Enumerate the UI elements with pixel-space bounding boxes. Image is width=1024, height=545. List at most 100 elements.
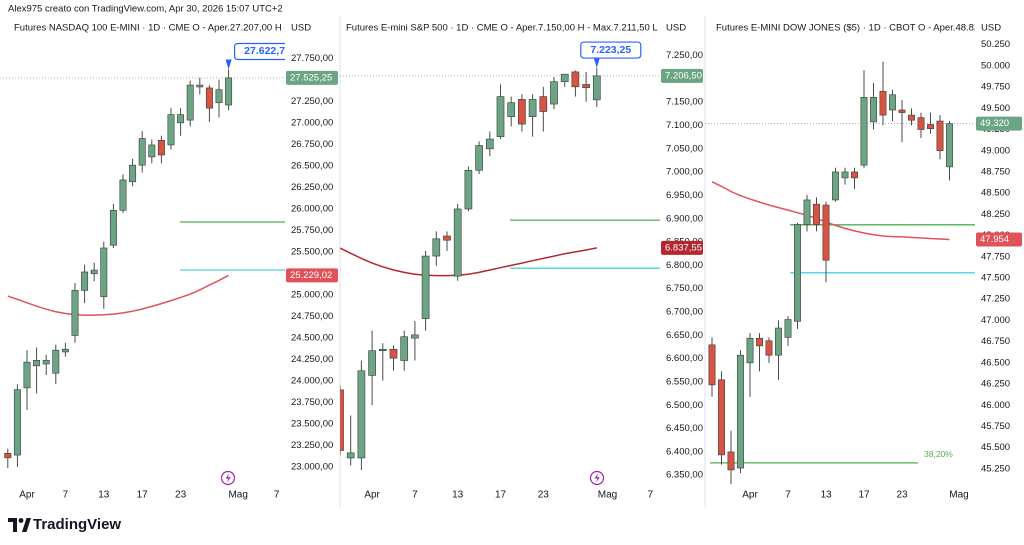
x-tick-label: 23 [896, 490, 908, 501]
candle-body [803, 199, 811, 225]
chart-title: Futures E-MINI DOW JONES ($5) · 1D · CBO… [716, 23, 987, 34]
y-tick-label: 47.250 [981, 294, 1010, 305]
x-tick-label: 17 [858, 490, 870, 501]
y-tick-label: 25.750,00 [291, 225, 333, 236]
moving-average [711, 181, 950, 241]
y-tick-label: 45.250 [981, 463, 1010, 474]
candle-body [411, 334, 419, 339]
price-axis: USD 23.000,00 23.250,00 23.500,00 23.750,00 2… [286, 23, 338, 473]
alert-icon [589, 470, 605, 486]
y-tick-label: 26.250,00 [291, 182, 333, 193]
candle-body [927, 124, 934, 129]
candle-body [841, 171, 849, 179]
candle-body [138, 138, 146, 166]
candle-body [518, 99, 526, 125]
candle-body [592, 75, 601, 101]
candle-body [453, 208, 462, 277]
candle-body [879, 91, 887, 116]
candle-body [946, 123, 953, 168]
x-tick-label: 17 [137, 490, 149, 501]
candle-body [718, 379, 725, 456]
y-tick-label: 49.750 [981, 82, 1010, 93]
x-tick-label: Apr [742, 490, 758, 501]
candle-body [475, 145, 483, 171]
y-tick-label: 47.000 [981, 315, 1010, 326]
y-tick-label: 27.000,00 [291, 118, 333, 129]
candle-body [177, 114, 185, 124]
candle-body [119, 179, 127, 211]
candle-body [421, 255, 430, 319]
y-tick-label: 6.450,00 [666, 423, 703, 434]
y-tick-label: 7.050,00 [666, 143, 703, 154]
last-price-box [976, 116, 1022, 131]
candle-body [485, 138, 494, 150]
candle-body [765, 340, 773, 356]
x-tick-label: 7 [412, 490, 418, 501]
candle-body [389, 349, 398, 359]
x-tick-label: Apr [19, 490, 35, 501]
x-tick-label: 7 [274, 490, 280, 501]
candle-body [205, 87, 213, 109]
y-tick-label: 45.750 [981, 421, 1010, 432]
candle-body [784, 319, 792, 338]
y-tick-label: 6.350,00 [666, 470, 703, 481]
price-axis: USD 6.350,00 6.400,00 6.450,00 6.500,00 6.550… [661, 23, 703, 481]
candle-body [582, 84, 590, 89]
alert-icon [220, 470, 236, 486]
candle-body [357, 370, 366, 459]
y-tick-label: 26.500,00 [291, 161, 333, 172]
last-price-box [661, 68, 703, 83]
x-tick-label: Mag [598, 490, 617, 501]
y-tick-label: 50.250 [981, 39, 1010, 50]
candle-body [571, 71, 580, 88]
y-tick-label: 23.500,00 [291, 419, 333, 430]
y-tick-label: 6.400,00 [666, 446, 703, 457]
x-tick-label: 17 [495, 490, 507, 501]
candle-body [167, 114, 175, 146]
candle-body [400, 336, 409, 361]
y-tick-label: 27.250,00 [291, 96, 333, 107]
candle-body [794, 224, 801, 322]
candle-body [186, 84, 194, 121]
x-tick-label: Mag [228, 490, 247, 501]
y-tick-label: 49.000 [981, 145, 1010, 156]
candle-body [936, 120, 944, 152]
candle-body [917, 117, 925, 130]
candle-body [23, 361, 31, 389]
brand-logo [8, 518, 31, 532]
chart-title: Futures E-mini S&P 500 · 1D · CME O - Ap… [346, 23, 684, 34]
y-tick-label: 6.550,00 [666, 376, 703, 387]
candle-body [90, 269, 98, 275]
candle-body [822, 204, 830, 261]
x-tick-label: 7 [63, 490, 69, 501]
axis-currency: USD [666, 23, 686, 34]
y-tick-label: 24.750,00 [291, 311, 333, 322]
y-tick-label: 50.000 [981, 60, 1010, 71]
candle-body [378, 349, 387, 352]
y-tick-label: 6.650,00 [666, 330, 703, 341]
y-tick-label: 24.500,00 [291, 333, 333, 344]
y-tick-label: 6.950,00 [666, 190, 703, 201]
brand-name: TradingView [33, 516, 121, 533]
candle-body [746, 337, 754, 364]
moving-average [7, 274, 229, 316]
y-tick-label: 27.750,00 [291, 53, 333, 64]
y-tick-label: 23.250,00 [291, 440, 333, 451]
candle-body [539, 96, 548, 112]
axis-currency: USD [981, 23, 1001, 34]
callout-label: 27.622,7 [244, 45, 285, 57]
candle-body [33, 359, 41, 367]
ma-value-label: 25.229,02 [290, 270, 332, 281]
ma-value-box [661, 240, 703, 255]
candle-body [550, 81, 558, 105]
candle-body [775, 327, 782, 356]
y-tick-label: 7.150,00 [666, 97, 703, 108]
y-tick-label: 6.700,00 [666, 307, 703, 318]
x-tick-label: 7 [648, 490, 654, 501]
y-tick-label: 24.000,00 [291, 376, 333, 387]
y-tick-label: 47.500 [981, 273, 1010, 284]
callout-box [234, 42, 285, 61]
candle-body [100, 247, 108, 298]
y-tick-label: 46.500 [981, 357, 1010, 368]
